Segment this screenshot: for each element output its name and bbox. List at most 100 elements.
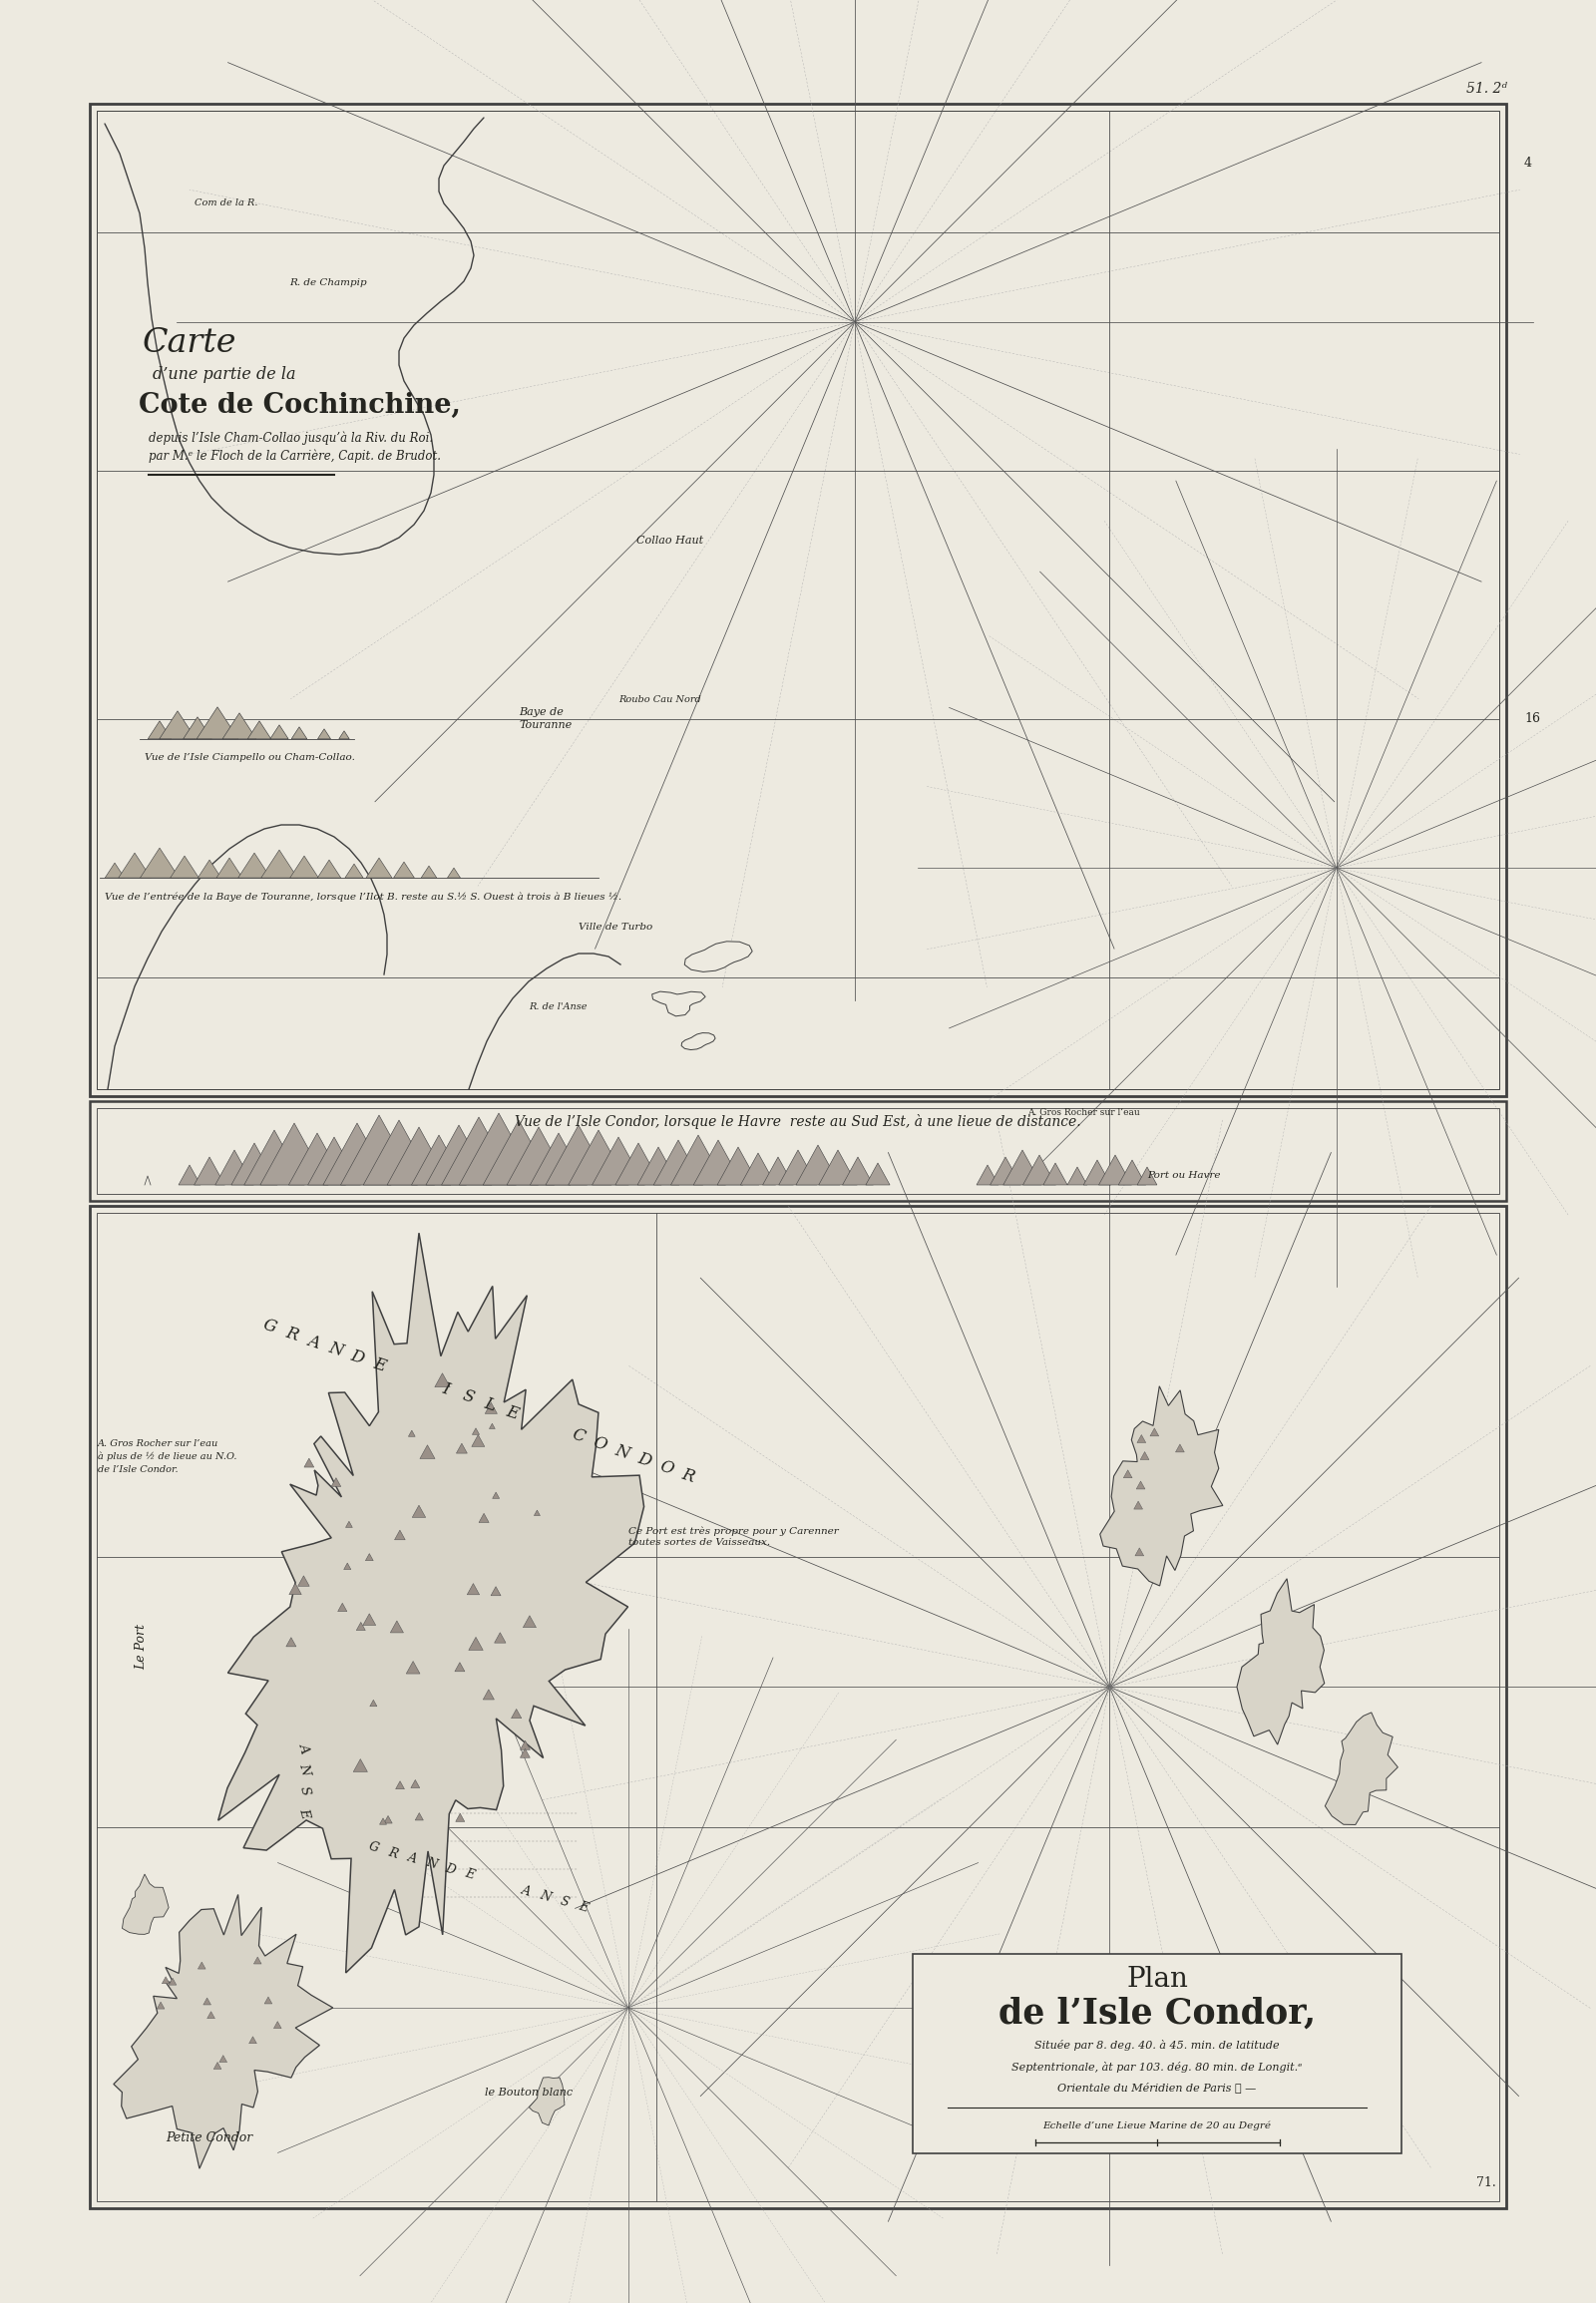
Text: E: E	[463, 1868, 476, 1882]
Text: G: G	[260, 1315, 278, 1336]
Text: D: D	[635, 1451, 653, 1469]
Polygon shape	[495, 1633, 506, 1642]
Polygon shape	[520, 1748, 530, 1757]
Polygon shape	[286, 1637, 297, 1647]
Polygon shape	[990, 1156, 1021, 1186]
Polygon shape	[409, 1430, 415, 1437]
Text: E: E	[578, 1900, 591, 1914]
Polygon shape	[1084, 1161, 1111, 1186]
Polygon shape	[198, 859, 222, 877]
Polygon shape	[118, 852, 152, 877]
Text: Carte: Carte	[142, 327, 236, 359]
Polygon shape	[370, 1700, 377, 1707]
Polygon shape	[1119, 1161, 1146, 1186]
Polygon shape	[161, 1976, 169, 1983]
Text: A: A	[520, 1884, 533, 1898]
Polygon shape	[490, 1423, 495, 1428]
Text: O: O	[591, 1435, 610, 1455]
Bar	[97, 1108, 1499, 1193]
Polygon shape	[492, 1587, 501, 1596]
Polygon shape	[485, 1403, 498, 1414]
Polygon shape	[717, 1147, 760, 1186]
Polygon shape	[1136, 1435, 1146, 1442]
Text: Septentrionale, àt par 103. dég. 80 min. de Longit.ᵉ: Septentrionale, àt par 103. dég. 80 min.…	[1012, 2061, 1302, 2073]
Text: Petite Condor: Petite Condor	[166, 2133, 254, 2144]
Polygon shape	[681, 1032, 715, 1050]
Polygon shape	[169, 1978, 177, 1985]
Polygon shape	[198, 1962, 206, 1969]
Polygon shape	[407, 1660, 420, 1674]
Text: par M.ᵉ le Floch de la Carrière, Capit. de Brudot.: par M.ᵉ le Floch de la Carrière, Capit. …	[148, 449, 440, 463]
Polygon shape	[1176, 1444, 1184, 1453]
Polygon shape	[156, 2001, 164, 2008]
Polygon shape	[292, 728, 306, 739]
Polygon shape	[171, 857, 200, 877]
Polygon shape	[410, 1780, 420, 1787]
Polygon shape	[442, 1117, 516, 1186]
Polygon shape	[364, 1119, 434, 1186]
Text: D: D	[444, 1861, 456, 1877]
Text: N: N	[326, 1340, 345, 1361]
Text: D: D	[348, 1347, 367, 1368]
Polygon shape	[1138, 1168, 1157, 1186]
Polygon shape	[362, 1614, 375, 1626]
Polygon shape	[394, 861, 415, 877]
Text: Baye de
Touranne: Baye de Touranne	[519, 707, 571, 730]
Bar	[89, 1207, 1507, 2209]
Polygon shape	[340, 1115, 418, 1186]
Polygon shape	[305, 1458, 314, 1467]
Text: G: G	[367, 1840, 381, 1856]
Text: A: A	[297, 1741, 311, 1753]
Text: N: N	[297, 1762, 311, 1776]
Text: O: O	[658, 1458, 675, 1479]
Polygon shape	[385, 1815, 393, 1824]
Polygon shape	[260, 1124, 329, 1186]
Polygon shape	[520, 1741, 530, 1750]
Polygon shape	[207, 2011, 215, 2017]
Polygon shape	[977, 1165, 999, 1186]
Polygon shape	[694, 1140, 742, 1186]
Text: Orientale du Méridien de Paris ☉ —: Orientale du Méridien de Paris ☉ —	[1058, 2082, 1256, 2093]
Polygon shape	[332, 1479, 342, 1485]
Polygon shape	[1237, 1578, 1325, 1746]
Polygon shape	[219, 1232, 643, 1974]
Text: Collao Haut: Collao Haut	[637, 534, 704, 546]
Text: Le Port: Le Port	[136, 1624, 148, 1670]
Polygon shape	[568, 1131, 629, 1186]
Polygon shape	[447, 868, 460, 877]
Polygon shape	[1151, 1428, 1159, 1437]
Polygon shape	[1023, 1156, 1057, 1186]
Polygon shape	[528, 2077, 565, 2126]
Polygon shape	[426, 1126, 492, 1186]
Text: Echelle d’une Lieue Marine de 20 au Degré: Echelle d’une Lieue Marine de 20 au Degr…	[1042, 2121, 1272, 2130]
Polygon shape	[1044, 1163, 1068, 1186]
Polygon shape	[472, 1428, 479, 1435]
Polygon shape	[214, 2061, 222, 2068]
Polygon shape	[289, 1133, 346, 1186]
Polygon shape	[1068, 1168, 1087, 1186]
Text: 51. 2ᵈ: 51. 2ᵈ	[1465, 83, 1507, 97]
Text: depuis l’Isle Cham-Collao jusqu’à la Riv. du Roi.: depuis l’Isle Cham-Collao jusqu’à la Riv…	[148, 431, 433, 444]
Polygon shape	[391, 1621, 404, 1633]
Text: C: C	[570, 1426, 587, 1446]
Text: Vue de l’Isle Condor, lorsque le Havre  reste au Sud Est, à une lieue de distanc: Vue de l’Isle Condor, lorsque le Havre r…	[516, 1115, 1080, 1128]
Text: Com de la R.: Com de la R.	[195, 198, 259, 207]
Text: N: N	[425, 1856, 439, 1872]
Polygon shape	[654, 1140, 702, 1186]
Text: E: E	[372, 1356, 388, 1375]
Polygon shape	[308, 1138, 361, 1186]
Bar	[97, 1214, 1499, 2202]
Text: Ville de Turbo: Ville de Turbo	[578, 924, 653, 933]
Polygon shape	[380, 1817, 386, 1824]
Text: R: R	[282, 1324, 300, 1345]
Polygon shape	[215, 1149, 254, 1186]
Polygon shape	[455, 1812, 464, 1822]
Text: N: N	[538, 1888, 552, 1905]
Text: R: R	[680, 1465, 697, 1485]
Polygon shape	[353, 1759, 367, 1771]
Text: Cote de Cochinchine,: Cote de Cochinchine,	[139, 392, 461, 419]
Polygon shape	[484, 1119, 554, 1186]
Polygon shape	[346, 1522, 353, 1527]
Text: Roubo Cau Nord: Roubo Cau Nord	[619, 696, 701, 705]
Polygon shape	[412, 1506, 426, 1518]
